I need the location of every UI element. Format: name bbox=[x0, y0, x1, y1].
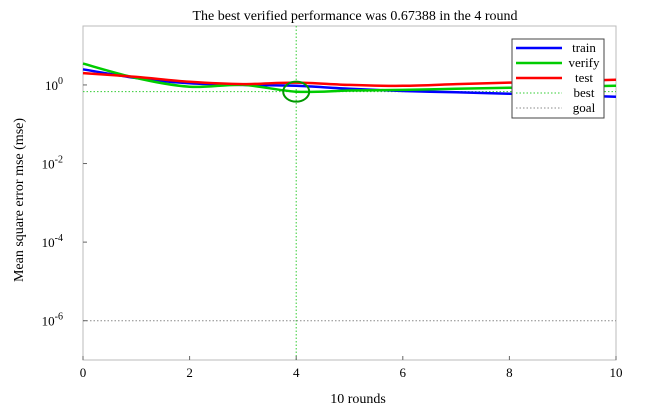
y-tick-label: 100 bbox=[45, 76, 63, 93]
x-axis-label: 10 rounds bbox=[330, 392, 386, 407]
legend-label-test: test bbox=[575, 70, 593, 85]
legend-label-goal: goal bbox=[573, 100, 596, 115]
x-tick-label: 0 bbox=[80, 365, 87, 380]
x-tick-label: 4 bbox=[293, 365, 300, 380]
y-axis-label: Mean square error mse (mse) bbox=[12, 118, 27, 282]
x-tick-label: 8 bbox=[506, 365, 513, 380]
x-tick-label: 10 bbox=[610, 365, 623, 380]
y-tick-label: 10-6 bbox=[42, 312, 63, 329]
y-tick-label: 10-4 bbox=[42, 233, 63, 250]
legend-label-train: train bbox=[572, 40, 596, 55]
x-tick-label: 2 bbox=[186, 365, 193, 380]
chart-title: The best verified performance was 0.6738… bbox=[192, 9, 517, 24]
y-tick-label: 10-2 bbox=[42, 155, 63, 172]
x-tick-label: 6 bbox=[400, 365, 407, 380]
best-point-marker bbox=[282, 80, 311, 103]
legend-label-verify: verify bbox=[568, 55, 600, 70]
legend-label-best: best bbox=[574, 85, 595, 100]
